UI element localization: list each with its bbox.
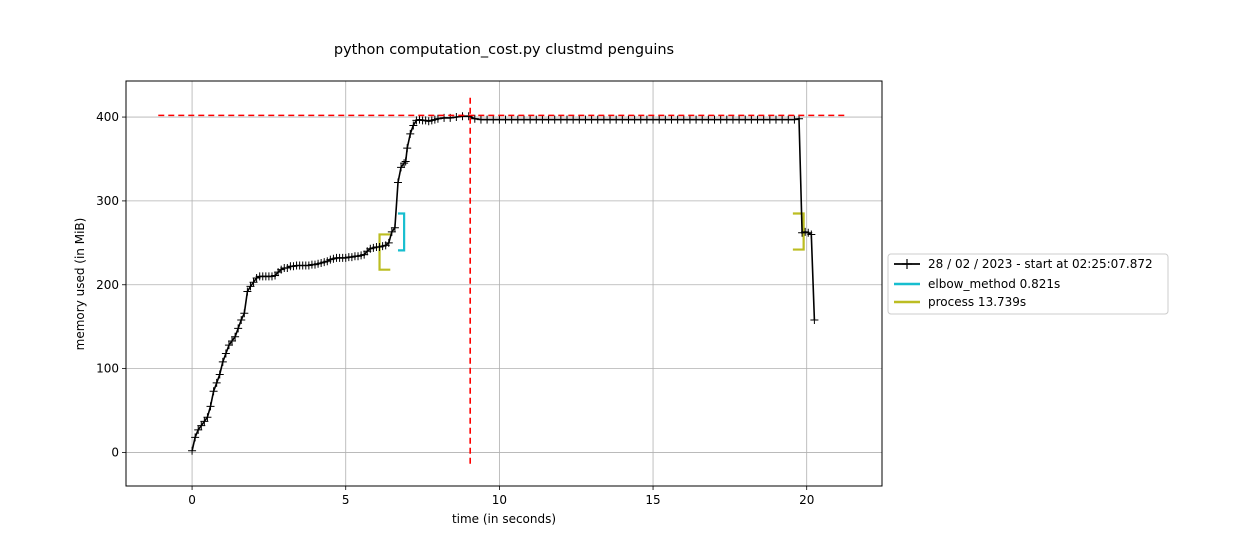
memory-point xyxy=(206,402,215,411)
memory-point xyxy=(194,425,203,434)
y-axis-ticks: 0 100 200 300 400 xyxy=(96,110,126,459)
y-tick-label: 0 xyxy=(111,445,119,459)
memory-point xyxy=(231,332,240,341)
x-axis-label: time (in seconds) xyxy=(452,512,556,526)
process-bracket-start xyxy=(378,233,391,271)
memory-point xyxy=(387,227,396,236)
x-axis-ticks: 0 5 10 15 20 xyxy=(188,486,814,507)
legend-marker-plus xyxy=(902,259,912,269)
memory-point xyxy=(234,324,243,333)
max-memory-marker xyxy=(158,97,847,468)
series-layer xyxy=(188,112,819,455)
y-axis-label: memory used (in MiB) xyxy=(73,218,87,351)
legend-label-process: process 13.739s xyxy=(928,295,1026,309)
legend-box xyxy=(887,253,1169,315)
memory-point xyxy=(790,115,799,124)
x-tick-label: 5 xyxy=(342,493,350,507)
memory-point xyxy=(212,378,221,387)
memory-point xyxy=(203,413,212,422)
x-tick-label: 10 xyxy=(492,493,507,507)
memory-point xyxy=(452,113,461,122)
memory-point xyxy=(403,144,412,153)
y-tick-label: 400 xyxy=(96,110,119,124)
grid-lines xyxy=(126,81,882,486)
memory-point xyxy=(470,114,479,123)
legend-label-memory: 28 / 02 / 2023 - start at 02:25:07.872 xyxy=(928,257,1153,271)
memory-point xyxy=(221,349,230,358)
memory-point xyxy=(191,433,200,442)
memory-point xyxy=(246,282,255,291)
memory-point xyxy=(224,341,233,350)
x-tick-label: 0 xyxy=(188,493,196,507)
legend: 28 / 02 / 2023 - start at 02:25:07.872 e… xyxy=(887,253,1169,315)
y-tick-label: 300 xyxy=(96,194,119,208)
memory-point xyxy=(237,315,246,324)
elbow-method-bracket xyxy=(397,212,406,252)
memory-series-line xyxy=(191,115,816,451)
memory-point xyxy=(240,309,249,318)
legend-label-elbow: elbow_method 0.821s xyxy=(928,277,1060,291)
memory-point xyxy=(218,357,227,366)
memory-point xyxy=(197,421,206,430)
memory-point xyxy=(464,112,473,121)
chart-title: python computation_cost.py clustmd pengu… xyxy=(334,42,674,58)
memory-point xyxy=(228,336,237,345)
memory-point xyxy=(384,238,393,247)
memory-point xyxy=(215,370,224,379)
bracket-layer xyxy=(378,212,805,271)
x-tick-label: 15 xyxy=(645,493,660,507)
memory-point xyxy=(249,278,258,287)
memory-point xyxy=(400,159,409,168)
memory-point xyxy=(390,223,399,232)
memory-point xyxy=(807,230,816,239)
memory-point xyxy=(401,157,410,166)
y-tick-label: 100 xyxy=(96,362,119,376)
x-tick-label: 20 xyxy=(799,493,814,507)
memory-point xyxy=(433,114,442,123)
memory-point xyxy=(209,387,218,396)
memory-point xyxy=(188,446,197,455)
y-tick-label: 200 xyxy=(96,278,119,292)
memory-point xyxy=(243,287,252,296)
memory-point xyxy=(810,315,819,324)
memory-point xyxy=(409,121,418,130)
plot-frame xyxy=(125,80,883,487)
memory-point xyxy=(393,178,402,187)
memory-point xyxy=(397,163,406,172)
memory-point xyxy=(406,129,415,138)
memory-point xyxy=(200,417,209,426)
